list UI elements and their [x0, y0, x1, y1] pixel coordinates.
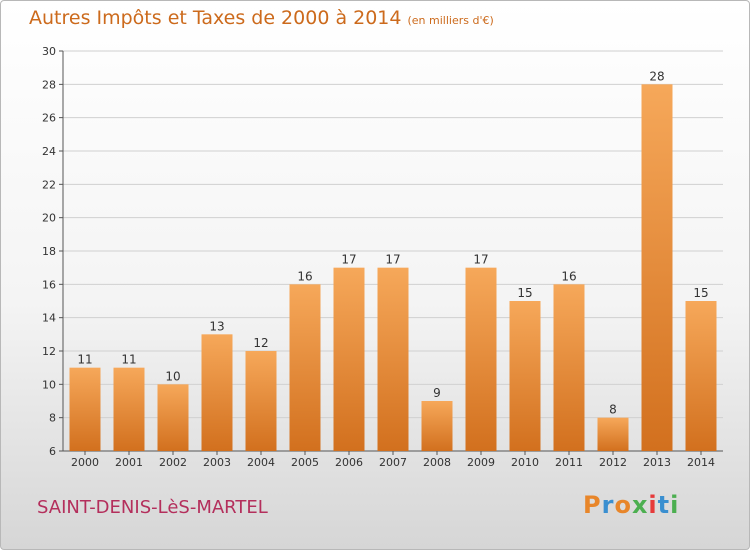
y-tick-label: 12 — [42, 345, 56, 358]
data-label-2012: 8 — [609, 403, 617, 417]
y-tick-label: 30 — [42, 45, 56, 58]
bar-2009 — [465, 267, 497, 451]
bar-2012 — [597, 417, 629, 451]
data-label-2014: 15 — [693, 286, 708, 300]
logo-letter: o — [614, 491, 632, 519]
x-tick-label-2009: 2009 — [467, 456, 495, 469]
x-tick-label-2007: 2007 — [379, 456, 407, 469]
data-label-2010: 15 — [517, 286, 532, 300]
data-label-2001: 11 — [121, 353, 136, 367]
data-label-2009: 17 — [473, 253, 488, 267]
x-tick-label-2003: 2003 — [203, 456, 231, 469]
logo-letter: t — [657, 491, 671, 519]
data-label-2004: 12 — [253, 336, 268, 350]
y-tick-label: 10 — [42, 378, 56, 391]
axes: 6 8 10 12 14 16 18 20 22 24 26 28 30 2000 2001 2002 2003… — [42, 45, 723, 469]
x-tick-label-2000: 2000 — [71, 456, 99, 469]
y-tick-label: 6 — [49, 445, 56, 458]
x-tick-label-2013: 2013 — [643, 456, 671, 469]
logo-letter: P — [583, 491, 602, 519]
x-tick-label-2002: 2002 — [159, 456, 187, 469]
x-tick-label-2005: 2005 — [291, 456, 319, 469]
logo-letter: i — [648, 491, 658, 519]
y-tick-label: 20 — [42, 212, 56, 225]
bar-2014 — [685, 301, 717, 451]
x-tick-label-2008: 2008 — [423, 456, 451, 469]
x-tick-label-2011: 2011 — [555, 456, 583, 469]
chart-title: Autres Impôts et Taxes de 2000 à 2014 (en… — [29, 7, 494, 29]
bar-2003 — [201, 334, 233, 451]
x-tick-label-2006: 2006 — [335, 456, 363, 469]
chart-title-text: Autres Impôts et Taxes de 2000 à 2014 — [29, 7, 402, 29]
bar-2004 — [245, 351, 277, 451]
x-tick-label-2014: 2014 — [687, 456, 715, 469]
data-labels: 11 11 10 13 12 16 17 17 9 17 15 16 8 28 15 — [77, 69, 708, 416]
y-tick-label: 26 — [42, 112, 56, 125]
y-tick-label: 24 — [42, 145, 56, 158]
logo-letter: r — [601, 491, 615, 519]
data-label-2008: 9 — [433, 386, 441, 400]
data-label-2000: 11 — [77, 353, 92, 367]
bar-2002 — [157, 384, 189, 451]
bar-2008 — [421, 401, 453, 451]
bar-2006 — [333, 267, 365, 451]
bar-2010 — [509, 301, 541, 451]
y-tick-label: 16 — [42, 278, 56, 291]
x-tick-label-2012: 2012 — [599, 456, 627, 469]
proxiti-logo: Proxiti — [583, 491, 679, 519]
y-tick-label: 8 — [49, 412, 56, 425]
location-name: SAINT-DENIS-LèS-MARTEL — [37, 497, 268, 518]
bar-2001 — [113, 367, 145, 451]
bar-2007 — [377, 267, 409, 451]
data-label-2005: 16 — [297, 269, 312, 283]
bar-2005 — [289, 284, 321, 451]
x-tick-label-2010: 2010 — [511, 456, 539, 469]
logo-letter: x — [631, 491, 649, 519]
data-label-2013: 28 — [649, 69, 664, 83]
bar-2013 — [641, 84, 673, 451]
y-tick-label: 18 — [42, 245, 56, 258]
y-tick-label: 14 — [42, 312, 56, 325]
x-tick-label-2004: 2004 — [247, 456, 275, 469]
x-tick-label-2001: 2001 — [115, 456, 143, 469]
y-tick-label: 28 — [42, 78, 56, 91]
y-tick-label: 22 — [42, 178, 56, 191]
data-label-2002: 10 — [165, 369, 180, 383]
logo-letter: i — [670, 491, 680, 519]
bar-2011 — [553, 284, 585, 451]
bars — [69, 84, 717, 451]
bar-2000 — [69, 367, 101, 451]
data-label-2003: 13 — [209, 319, 224, 333]
chart-subtitle: (en milliers d'€) — [407, 14, 494, 27]
data-label-2006: 17 — [341, 253, 356, 267]
data-label-2011: 16 — [561, 269, 576, 283]
data-label-2007: 17 — [385, 253, 400, 267]
